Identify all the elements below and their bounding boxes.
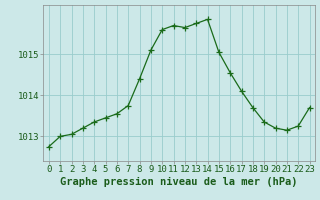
X-axis label: Graphe pression niveau de la mer (hPa): Graphe pression niveau de la mer (hPa) (60, 177, 298, 187)
